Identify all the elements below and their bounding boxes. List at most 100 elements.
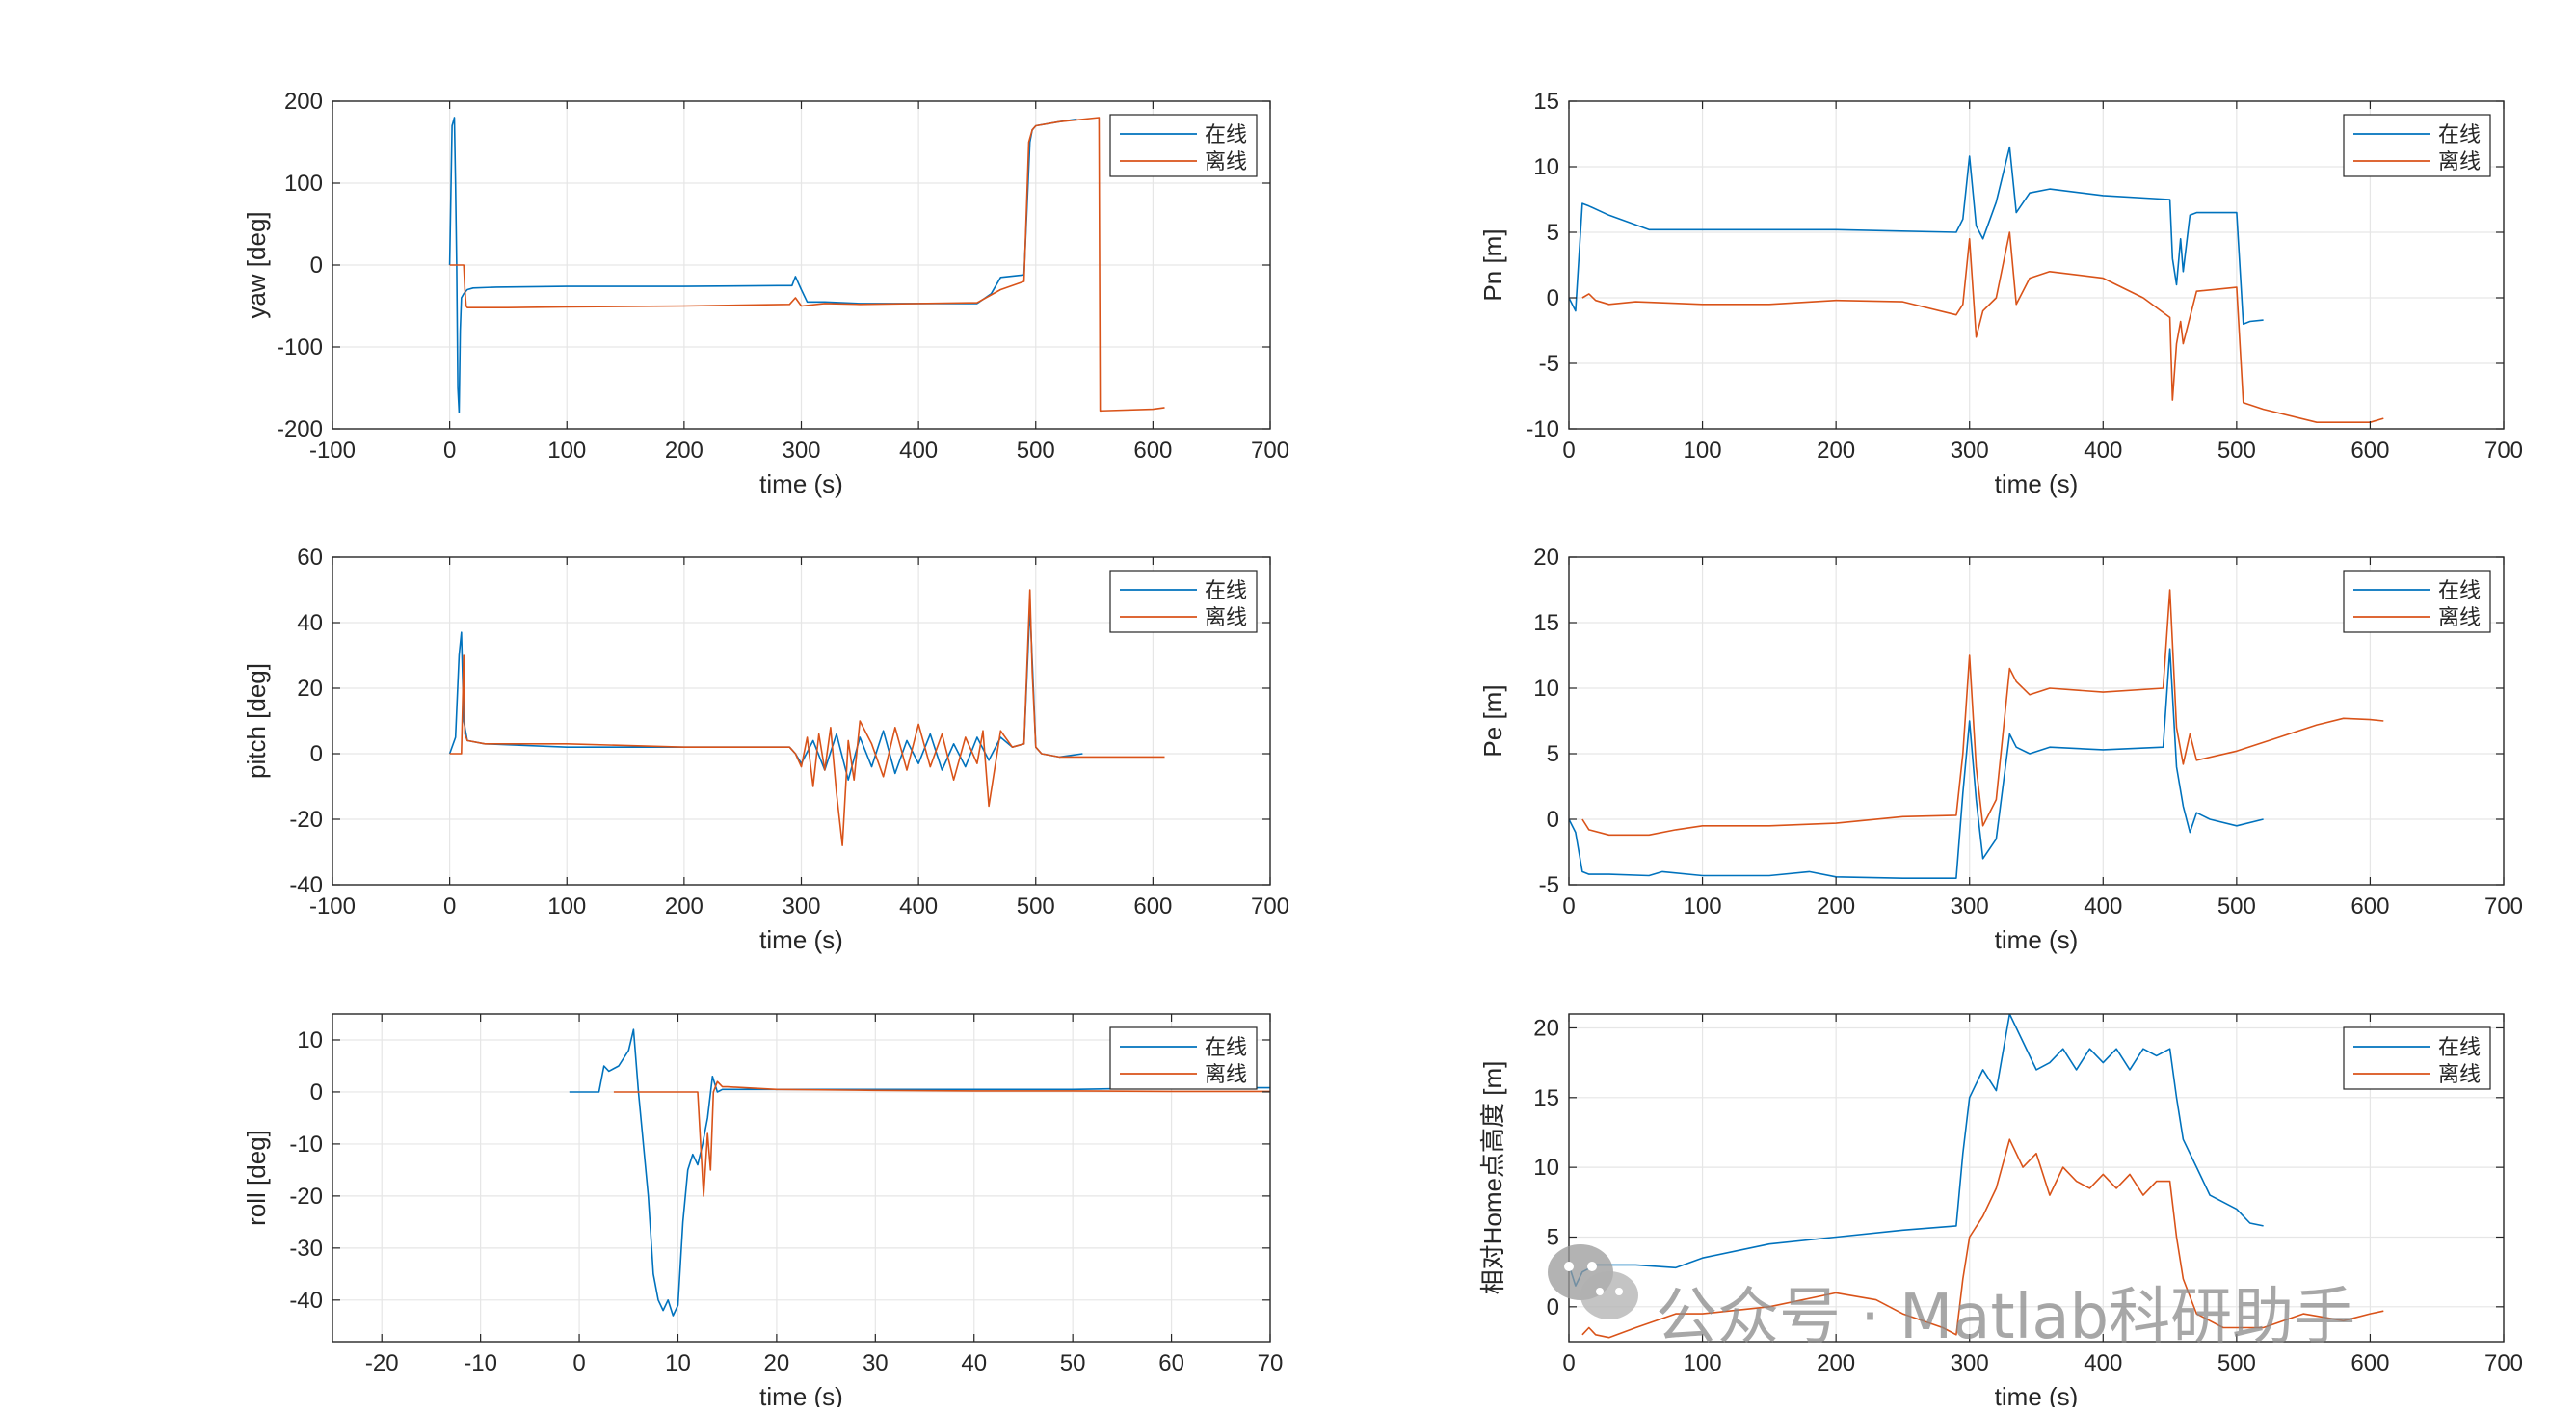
pitch-xtick-label: 600	[1133, 893, 1172, 919]
pn-subplot: 0 100 200 300 400 500 600 700 -10 -5 0 5 10 15 time (s…	[1478, 89, 2523, 498]
yaw-ytick-label: -200	[277, 416, 323, 442]
yaw-series-offline-line	[449, 117, 1165, 413]
roll-xtick-label: 20	[764, 1350, 790, 1376]
pitch-ytick-label: -40	[289, 872, 323, 898]
height-xtick-label: 700	[2484, 1350, 2523, 1376]
yaw-xtick-label: 400	[899, 438, 938, 464]
pe-ylabel: Pe [m]	[1478, 684, 1507, 757]
height-ytick-label: 15	[1533, 1085, 1559, 1111]
pe-xtick-label: 300	[1951, 893, 1989, 919]
pitch-xtick-label: 300	[782, 893, 820, 919]
pn-xtick-label: 0	[1562, 438, 1575, 464]
height-xlabel: time (s)	[1995, 1382, 2079, 1407]
roll-ytick-label: -10	[289, 1132, 323, 1158]
pn-xtick-label: 300	[1951, 438, 1989, 464]
pn-xtick-label: 600	[2350, 438, 2389, 464]
roll-ylabel: roll [deg]	[242, 1130, 271, 1226]
pn-series-offline-line	[1581, 231, 2384, 424]
yaw-ytick-label: 200	[284, 89, 323, 115]
pe-legend-label-online: 在线	[2438, 579, 2481, 603]
yaw-series-online-line	[448, 117, 1077, 413]
pn-xtick-label: 400	[2084, 438, 2122, 464]
roll-series-offline-line	[613, 1080, 1270, 1197]
pe-xtick-label: 500	[2217, 893, 2256, 919]
pn-axes-box	[1568, 100, 2505, 430]
pitch-legend-box	[1109, 570, 1258, 633]
height-legend-box	[2343, 1026, 2491, 1090]
height-ytick-label: 10	[1533, 1155, 1559, 1181]
yaw-series-group	[448, 117, 1165, 413]
pitch-series-group	[448, 589, 1165, 847]
pitch-ytick-label: -20	[289, 807, 323, 833]
pe-ytick-label: -5	[1539, 872, 1559, 898]
pe-series-group	[1569, 589, 2384, 880]
pe-legend-box	[2343, 570, 2491, 633]
pe-ytick-label: 15	[1533, 610, 1559, 636]
pn-ytick-label: 0	[1547, 285, 1559, 311]
roll-ytick-label: -30	[289, 1236, 323, 1262]
pitch-legend-label-online: 在线	[1205, 579, 1247, 603]
roll-xtick-label: 30	[863, 1350, 889, 1376]
pe-ytick-label: 10	[1533, 676, 1559, 702]
pitch-xtick-label: -100	[309, 893, 356, 919]
height-xtick-label: 500	[2217, 1350, 2256, 1376]
pitch-ytick-label: 60	[297, 545, 323, 571]
pn-ytick-label: 10	[1533, 154, 1559, 180]
roll-xlabel: time (s)	[759, 1382, 843, 1407]
height-xtick-label: 400	[2084, 1350, 2122, 1376]
roll-subplot: -20 -10 0 10 20 30 40 50 60 70 -40 -30 -20 -10 0 10 time…	[242, 1013, 1283, 1411]
pe-xtick-label: 700	[2484, 893, 2523, 919]
yaw-ytick-label: 0	[310, 253, 323, 279]
roll-xtick-label: -20	[365, 1350, 399, 1376]
pn-series-group	[1569, 146, 2384, 424]
pitch-ytick-label: 20	[297, 676, 323, 702]
pitch-xlabel: time (s)	[759, 925, 843, 954]
yaw-subplot: -100 0 100 200 300 400 500 600 700-200-100010020…	[242, 89, 1289, 498]
pn-xtick-label: 200	[1817, 438, 1855, 464]
roll-legend-box	[1109, 1026, 1258, 1090]
yaw-xlabel: time (s)	[759, 469, 843, 498]
pn-legend-box	[2343, 114, 2491, 177]
roll-series-group	[569, 1028, 1270, 1317]
pn-legend-label-online: 在线	[2438, 123, 2481, 147]
yaw-xtick-label: 600	[1133, 438, 1172, 464]
roll-ytick-label: 0	[310, 1079, 323, 1106]
yaw-ytick-label: 100	[284, 171, 323, 197]
pe-xlabel: time (s)	[1995, 925, 2079, 954]
pitch-series-offline-line	[449, 589, 1165, 847]
pitch-xtick-label: 400	[899, 893, 938, 919]
roll-legend-label-online: 在线	[1205, 1036, 1247, 1060]
pe-series-online-line	[1569, 648, 2264, 880]
height-series-group	[1569, 1014, 2384, 1339]
pitch-ytick-label: 0	[310, 741, 323, 767]
pn-grid	[1569, 101, 2504, 429]
pe-legend-label-offline: 离线	[2438, 606, 2481, 630]
roll-xtick-label: 0	[572, 1350, 585, 1376]
pitch-grid	[332, 557, 1270, 885]
wechat-icon	[1548, 1244, 1638, 1319]
pn-xlabel: time (s)	[1995, 469, 2079, 498]
pe-xtick-label: 200	[1817, 893, 1855, 919]
yaw-xtick-label: -100	[309, 438, 356, 464]
subplots-group: -100 0 100 200 300 400 500 600 700-200-100010020…	[242, 89, 2523, 1411]
yaw-ylabel: yaw [deg]	[242, 211, 271, 318]
pitch-xtick-label: 200	[665, 893, 704, 919]
watermark-text: 公众号 · Matlab科研助手	[1656, 1282, 2355, 1353]
height-series-online-line	[1569, 1014, 2264, 1287]
roll-xtick-label: 40	[961, 1350, 987, 1376]
watermark: 公众号 · Matlab科研助手	[1548, 1244, 2355, 1353]
roll-ytick-label: -20	[289, 1184, 323, 1210]
height-ylabel: 相对Home点高度 [m]	[1478, 1061, 1507, 1295]
height-xtick-label: 300	[1951, 1350, 1989, 1376]
pe-ytick-label: 0	[1547, 807, 1559, 833]
height-subplot: 0 100 200 300 400 500 600 700 0 5 10 15 20 time (s) 相对…	[1478, 1013, 2523, 1411]
pe-xtick-label: 100	[1684, 893, 1722, 919]
yaw-xtick-label: 100	[547, 438, 586, 464]
pn-legend-label-offline: 离线	[2438, 150, 2481, 174]
height-xtick-label: 600	[2350, 1350, 2389, 1376]
